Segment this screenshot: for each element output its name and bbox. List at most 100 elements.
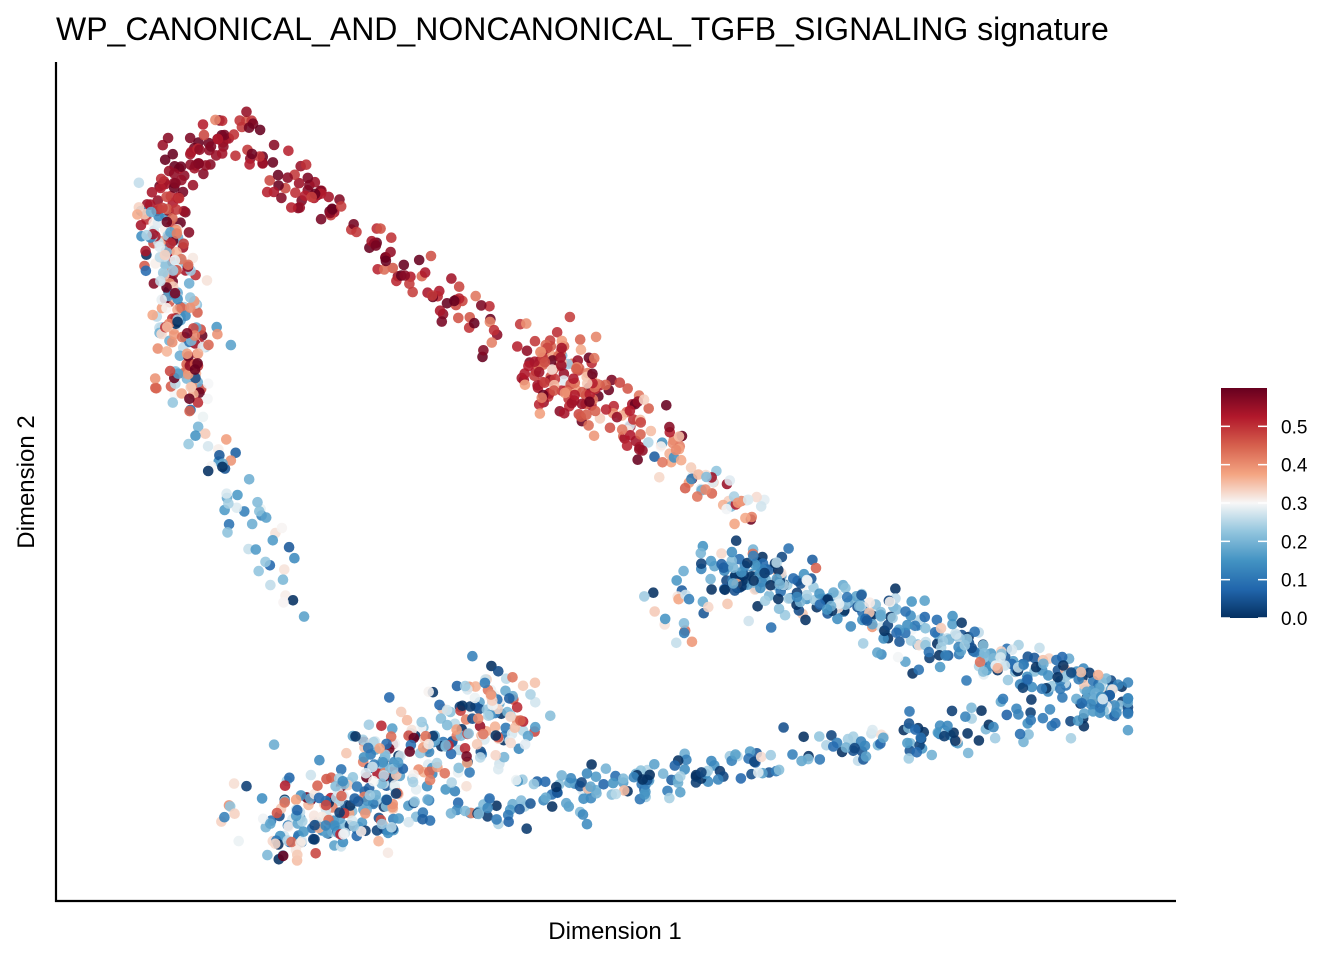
data-point — [469, 317, 480, 329]
data-point — [1006, 644, 1018, 656]
data-point — [735, 773, 747, 784]
data-point — [386, 232, 397, 243]
data-point — [926, 749, 938, 761]
data-point — [519, 368, 530, 379]
data-point — [154, 241, 165, 253]
data-point — [856, 589, 867, 601]
data-point — [185, 382, 197, 393]
data-point — [341, 747, 352, 759]
data-point — [679, 482, 691, 494]
data-point — [695, 547, 707, 559]
data-point — [771, 557, 782, 568]
data-point — [459, 743, 471, 754]
data-point — [706, 755, 717, 767]
data-point — [493, 666, 504, 677]
data-point — [310, 848, 322, 859]
data-point — [1122, 693, 1134, 704]
data-point — [920, 623, 931, 634]
data-point — [216, 148, 228, 159]
data-point — [203, 339, 214, 351]
data-point — [473, 808, 485, 820]
data-point — [264, 175, 276, 186]
data-point — [490, 730, 502, 741]
colorbar-tick-label: 0.1 — [1281, 571, 1307, 592]
data-point — [683, 593, 695, 605]
data-point — [939, 730, 950, 742]
data-point — [894, 636, 905, 647]
data-point — [859, 740, 871, 752]
data-point — [755, 751, 767, 763]
data-point — [979, 648, 990, 659]
data-point — [536, 392, 548, 404]
data-point — [946, 705, 958, 717]
data-point — [183, 278, 195, 289]
data-point — [807, 554, 818, 566]
data-point — [648, 587, 659, 598]
data-point — [565, 773, 577, 784]
data-point — [284, 772, 295, 784]
data-point — [962, 728, 973, 739]
data-point — [961, 633, 973, 645]
data-point — [277, 850, 289, 862]
data-point — [643, 403, 654, 414]
data-point — [724, 475, 736, 486]
data-point — [730, 749, 741, 760]
data-point — [611, 411, 623, 423]
data-point — [664, 792, 675, 804]
data-point — [548, 385, 560, 396]
data-point — [728, 562, 739, 574]
data-point — [167, 265, 179, 276]
data-point — [950, 629, 962, 640]
data-point — [891, 627, 902, 638]
data-point — [379, 264, 390, 275]
data-point — [187, 179, 199, 191]
colorbar-tick-label: 0.5 — [1281, 417, 1307, 438]
data-point — [370, 240, 382, 251]
data-point — [350, 731, 361, 742]
chart-title: WP_CANONICAL_AND_NONCANONICAL_TGFB_SIGNA… — [56, 11, 1109, 47]
data-point — [162, 132, 174, 144]
data-point — [696, 767, 707, 778]
data-point — [173, 192, 185, 204]
data-point — [260, 556, 271, 568]
data-point — [223, 519, 235, 530]
data-point — [229, 808, 240, 819]
data-point — [576, 777, 587, 788]
data-point — [736, 567, 747, 578]
data-point — [751, 491, 762, 503]
data-point — [289, 552, 300, 564]
data-point — [947, 610, 958, 622]
data-point — [657, 768, 669, 779]
data-point — [250, 544, 262, 555]
colorbar-tick-label: 0.2 — [1281, 532, 1307, 553]
data-point — [533, 366, 545, 378]
data-point — [521, 823, 532, 834]
data-point — [232, 489, 243, 501]
data-point — [510, 774, 522, 786]
data-point — [616, 424, 628, 435]
data-point — [578, 793, 589, 805]
data-point — [146, 187, 158, 198]
data-point — [222, 527, 233, 538]
data-point — [286, 202, 297, 213]
data-point — [159, 249, 171, 261]
data-point — [727, 578, 739, 589]
data-point — [482, 802, 494, 814]
data-point — [566, 397, 578, 409]
data-point — [621, 440, 633, 452]
data-point — [801, 589, 813, 601]
data-point — [505, 737, 517, 749]
data-point — [849, 742, 860, 754]
data-point — [681, 754, 692, 766]
data-point — [902, 737, 913, 749]
data-point — [655, 441, 667, 452]
data-point — [190, 430, 201, 442]
data-point — [445, 808, 457, 819]
data-point — [995, 652, 1006, 663]
data-point — [872, 647, 883, 658]
data-point — [302, 172, 314, 184]
data-point — [529, 335, 541, 347]
data-point — [842, 733, 854, 745]
data-point — [519, 739, 531, 750]
data-point — [1122, 708, 1134, 720]
